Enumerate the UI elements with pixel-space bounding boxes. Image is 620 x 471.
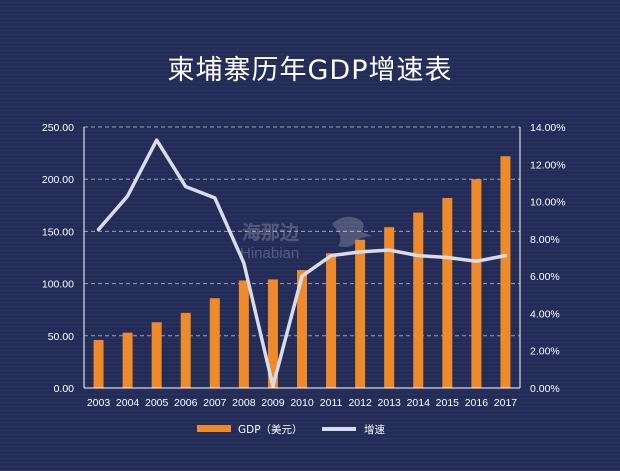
- x-tick-label: 2009: [261, 397, 285, 409]
- right-tick-label: 0.00%: [530, 383, 560, 395]
- x-tick-label: 2014: [407, 397, 431, 409]
- right-tick-label: 6.00%: [530, 271, 560, 283]
- x-tick-label: 2008: [232, 397, 256, 409]
- x-tick-label: 2016: [465, 397, 489, 409]
- growth-point: [503, 254, 507, 258]
- gdp-bar: [500, 156, 511, 388]
- right-tick-label: 14.00%: [530, 122, 566, 134]
- x-tick-label: 2006: [174, 397, 198, 409]
- gdp-bar: [442, 197, 453, 388]
- legend: GDP（美元） 增速: [197, 423, 385, 436]
- x-tick-label: 2007: [203, 397, 227, 409]
- left-tick-label: 200.00: [42, 174, 74, 186]
- gdp-bar: [151, 322, 162, 388]
- gdp-bar: [93, 339, 104, 388]
- growth-point: [97, 228, 101, 232]
- growth-point: [271, 384, 275, 388]
- left-tick-label: 250.00: [42, 122, 74, 134]
- axes-layer: 0.00 50.00 100.00 150.00 200.00 250.00 0.00% 2.…: [42, 122, 566, 409]
- gdp-bar: [326, 253, 337, 388]
- gdp-bar: [180, 312, 191, 388]
- gdp-bar: [122, 332, 133, 388]
- x-tick-label: 2015: [436, 397, 460, 409]
- bird-logo-icon: [332, 216, 372, 247]
- growth-point: [213, 196, 217, 200]
- gdp-bar: [267, 279, 278, 388]
- x-tick-label: 2004: [116, 397, 140, 409]
- line-layer: [96, 138, 508, 388]
- growth-point: [445, 256, 449, 259]
- gdp-bar: [355, 239, 366, 388]
- gdp-bar: [471, 179, 482, 388]
- chart-title: 柬埔寨历年GDP增速表: [167, 55, 453, 86]
- growth-point: [329, 254, 333, 258]
- legend-label-growth: 增速: [364, 423, 385, 436]
- gdp-bar: [297, 270, 307, 388]
- gdp-bar: [413, 212, 424, 388]
- x-tick-label: 2003: [87, 397, 111, 409]
- growth-point: [474, 259, 478, 263]
- right-tick-label: 12.00%: [530, 159, 566, 171]
- gdp-bar: [209, 298, 220, 388]
- bars-layer: [93, 156, 511, 388]
- legend-label-gdp: GDP（美元）: [238, 423, 303, 436]
- x-tick-label: 2013: [378, 397, 402, 409]
- watermark-cn: 海那边: [242, 221, 300, 244]
- right-tick-label: 4.00%: [530, 308, 560, 320]
- gdp-bar: [384, 227, 395, 388]
- growth-point: [184, 185, 188, 189]
- growth-point: [300, 274, 304, 278]
- left-tick-label: 50.00: [48, 331, 74, 343]
- legend-swatch-gdp: [197, 425, 231, 432]
- left-tick-label: 100.00: [42, 279, 74, 291]
- right-tick-label: 2.00%: [530, 346, 560, 358]
- right-tick-label: 8.00%: [530, 234, 560, 246]
- right-tick-label: 10.00%: [530, 197, 566, 209]
- growth-point: [155, 138, 159, 142]
- x-tick-label: 2011: [320, 397, 343, 409]
- growth-point: [416, 254, 420, 258]
- legend-swatch-growth: [322, 427, 356, 431]
- gdp-bar: [238, 280, 249, 388]
- growth-point: [387, 248, 391, 252]
- left-tick-label: 150.00: [42, 226, 74, 238]
- growth-point: [126, 194, 130, 198]
- x-tick-label: 2017: [494, 397, 518, 409]
- growth-point: [358, 250, 362, 254]
- left-tick-label: 0.00: [54, 383, 75, 395]
- x-tick-label: 2012: [348, 397, 372, 409]
- x-tick-label: 2005: [145, 397, 169, 409]
- watermark-en: Hinabian: [240, 245, 299, 262]
- growth-point: [242, 261, 246, 265]
- watermark: 海那边 Hinabian: [240, 216, 372, 262]
- x-tick-label: 2010: [290, 397, 314, 409]
